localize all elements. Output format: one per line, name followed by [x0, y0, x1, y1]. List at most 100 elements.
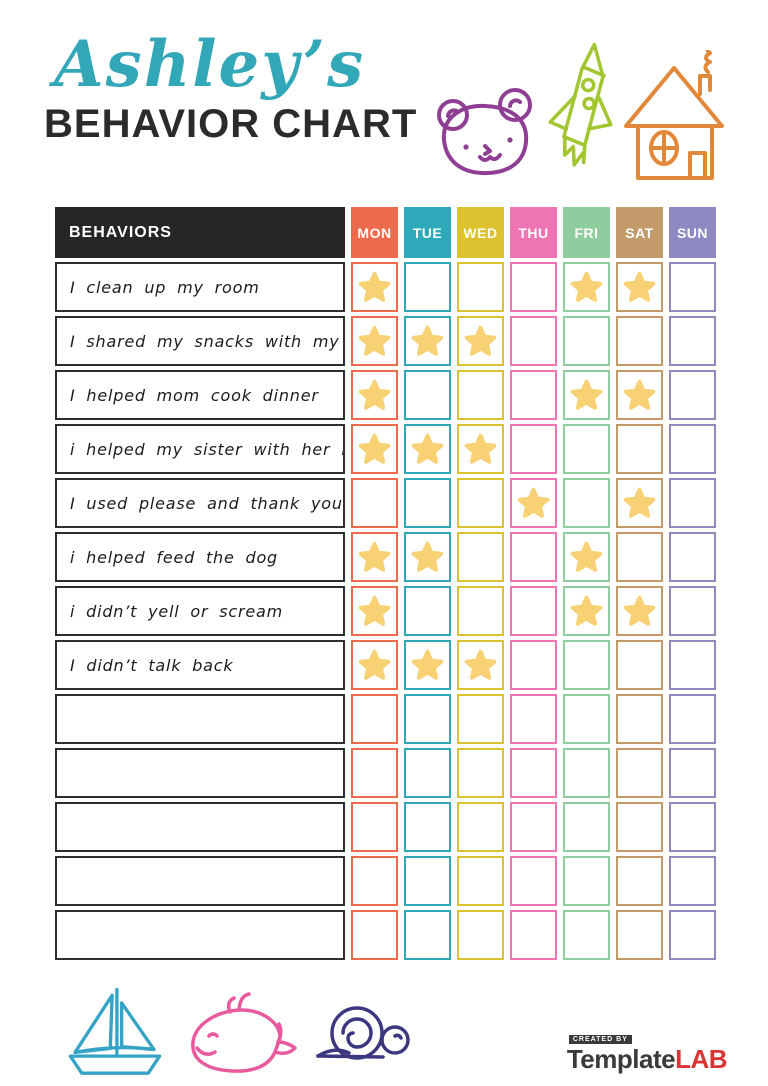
star-cell-5-wed[interactable] [457, 478, 504, 528]
star-cell-10-sun[interactable] [669, 748, 716, 798]
star-cell-9-thu[interactable] [510, 694, 557, 744]
star-cell-3-sun[interactable] [669, 370, 716, 420]
star-cell-9-fri[interactable] [563, 694, 610, 744]
star-cell-6-wed[interactable] [457, 532, 504, 582]
star-cell-11-mon[interactable] [351, 802, 398, 852]
star-cell-8-mon[interactable] [351, 640, 398, 690]
star-cell-12-sat[interactable] [616, 856, 663, 906]
star-cell-12-wed[interactable] [457, 856, 504, 906]
star-cell-3-tue[interactable] [404, 370, 451, 420]
star-cell-12-tue[interactable] [404, 856, 451, 906]
star-cell-1-sat[interactable] [616, 262, 663, 312]
star-cell-13-tue[interactable] [404, 910, 451, 960]
star-cell-8-tue[interactable] [404, 640, 451, 690]
star-cell-4-thu[interactable] [510, 424, 557, 474]
star-cell-2-sat[interactable] [616, 316, 663, 366]
star-cell-13-mon[interactable] [351, 910, 398, 960]
star-cell-5-tue[interactable] [404, 478, 451, 528]
star-cell-3-fri[interactable] [563, 370, 610, 420]
star-cell-2-tue[interactable] [404, 316, 451, 366]
star-cell-4-sat[interactable] [616, 424, 663, 474]
star-cell-7-sat[interactable] [616, 586, 663, 636]
star-cell-6-sun[interactable] [669, 532, 716, 582]
star-cell-1-thu[interactable] [510, 262, 557, 312]
day-header-tue: TUE [404, 207, 451, 258]
star-cell-6-sat[interactable] [616, 532, 663, 582]
star-cell-8-thu[interactable] [510, 640, 557, 690]
star-cell-11-sun[interactable] [669, 802, 716, 852]
star-cell-12-mon[interactable] [351, 856, 398, 906]
star-cell-6-mon[interactable] [351, 532, 398, 582]
star-cell-13-fri[interactable] [563, 910, 610, 960]
behavior-label-7: i didn’t yell or scream [55, 586, 345, 636]
star-cell-10-fri[interactable] [563, 748, 610, 798]
star-cell-3-sat[interactable] [616, 370, 663, 420]
star-cell-3-wed[interactable] [457, 370, 504, 420]
page-title: BEHAVIOR CHART [44, 102, 418, 147]
star-cell-10-mon[interactable] [351, 748, 398, 798]
star-cell-8-wed[interactable] [457, 640, 504, 690]
star-cell-7-mon[interactable] [351, 586, 398, 636]
star-cell-9-tue[interactable] [404, 694, 451, 744]
star-cell-1-fri[interactable] [563, 262, 610, 312]
star-cell-8-sat[interactable] [616, 640, 663, 690]
star-cell-5-sat[interactable] [616, 478, 663, 528]
behavior-label-2: I shared my snacks with my sister [55, 316, 345, 366]
star-cell-4-wed[interactable] [457, 424, 504, 474]
star-cell-9-sat[interactable] [616, 694, 663, 744]
star-cell-5-sun[interactable] [669, 478, 716, 528]
star-icon [411, 433, 444, 464]
star-cell-11-fri[interactable] [563, 802, 610, 852]
star-cell-1-tue[interactable] [404, 262, 451, 312]
star-cell-1-mon[interactable] [351, 262, 398, 312]
star-cell-5-mon[interactable] [351, 478, 398, 528]
star-cell-12-thu[interactable] [510, 856, 557, 906]
star-cell-3-thu[interactable] [510, 370, 557, 420]
star-cell-13-sat[interactable] [616, 910, 663, 960]
star-cell-7-thu[interactable] [510, 586, 557, 636]
star-cell-10-thu[interactable] [510, 748, 557, 798]
star-cell-5-fri[interactable] [563, 478, 610, 528]
star-cell-6-tue[interactable] [404, 532, 451, 582]
star-cell-12-sun[interactable] [669, 856, 716, 906]
star-cell-7-fri[interactable] [563, 586, 610, 636]
star-cell-11-thu[interactable] [510, 802, 557, 852]
star-cell-1-sun[interactable] [669, 262, 716, 312]
star-cell-6-thu[interactable] [510, 532, 557, 582]
star-cell-2-thu[interactable] [510, 316, 557, 366]
star-cell-11-tue[interactable] [404, 802, 451, 852]
star-cell-12-fri[interactable] [563, 856, 610, 906]
star-cell-10-tue[interactable] [404, 748, 451, 798]
star-cell-11-wed[interactable] [457, 802, 504, 852]
star-cell-7-tue[interactable] [404, 586, 451, 636]
star-cell-10-sat[interactable] [616, 748, 663, 798]
star-cell-4-mon[interactable] [351, 424, 398, 474]
star-cell-13-thu[interactable] [510, 910, 557, 960]
star-cell-2-mon[interactable] [351, 316, 398, 366]
star-cell-7-sun[interactable] [669, 586, 716, 636]
star-cell-4-tue[interactable] [404, 424, 451, 474]
star-cell-8-sun[interactable] [669, 640, 716, 690]
star-cell-2-fri[interactable] [563, 316, 610, 366]
star-cell-1-wed[interactable] [457, 262, 504, 312]
snail-icon [316, 1006, 410, 1060]
star-cell-4-fri[interactable] [563, 424, 610, 474]
star-cell-3-mon[interactable] [351, 370, 398, 420]
star-cell-2-wed[interactable] [457, 316, 504, 366]
star-cell-13-sun[interactable] [669, 910, 716, 960]
templatelab-logo: CREATED BY TemplateLAB [567, 1028, 727, 1072]
star-cell-9-wed[interactable] [457, 694, 504, 744]
behavior-label-9 [55, 694, 345, 744]
star-cell-13-wed[interactable] [457, 910, 504, 960]
star-cell-2-sun[interactable] [669, 316, 716, 366]
star-cell-9-mon[interactable] [351, 694, 398, 744]
star-cell-11-sat[interactable] [616, 802, 663, 852]
star-icon [358, 379, 391, 410]
star-cell-4-sun[interactable] [669, 424, 716, 474]
star-cell-10-wed[interactable] [457, 748, 504, 798]
star-cell-5-thu[interactable] [510, 478, 557, 528]
star-cell-7-wed[interactable] [457, 586, 504, 636]
star-cell-8-fri[interactable] [563, 640, 610, 690]
star-cell-9-sun[interactable] [669, 694, 716, 744]
star-cell-6-fri[interactable] [563, 532, 610, 582]
